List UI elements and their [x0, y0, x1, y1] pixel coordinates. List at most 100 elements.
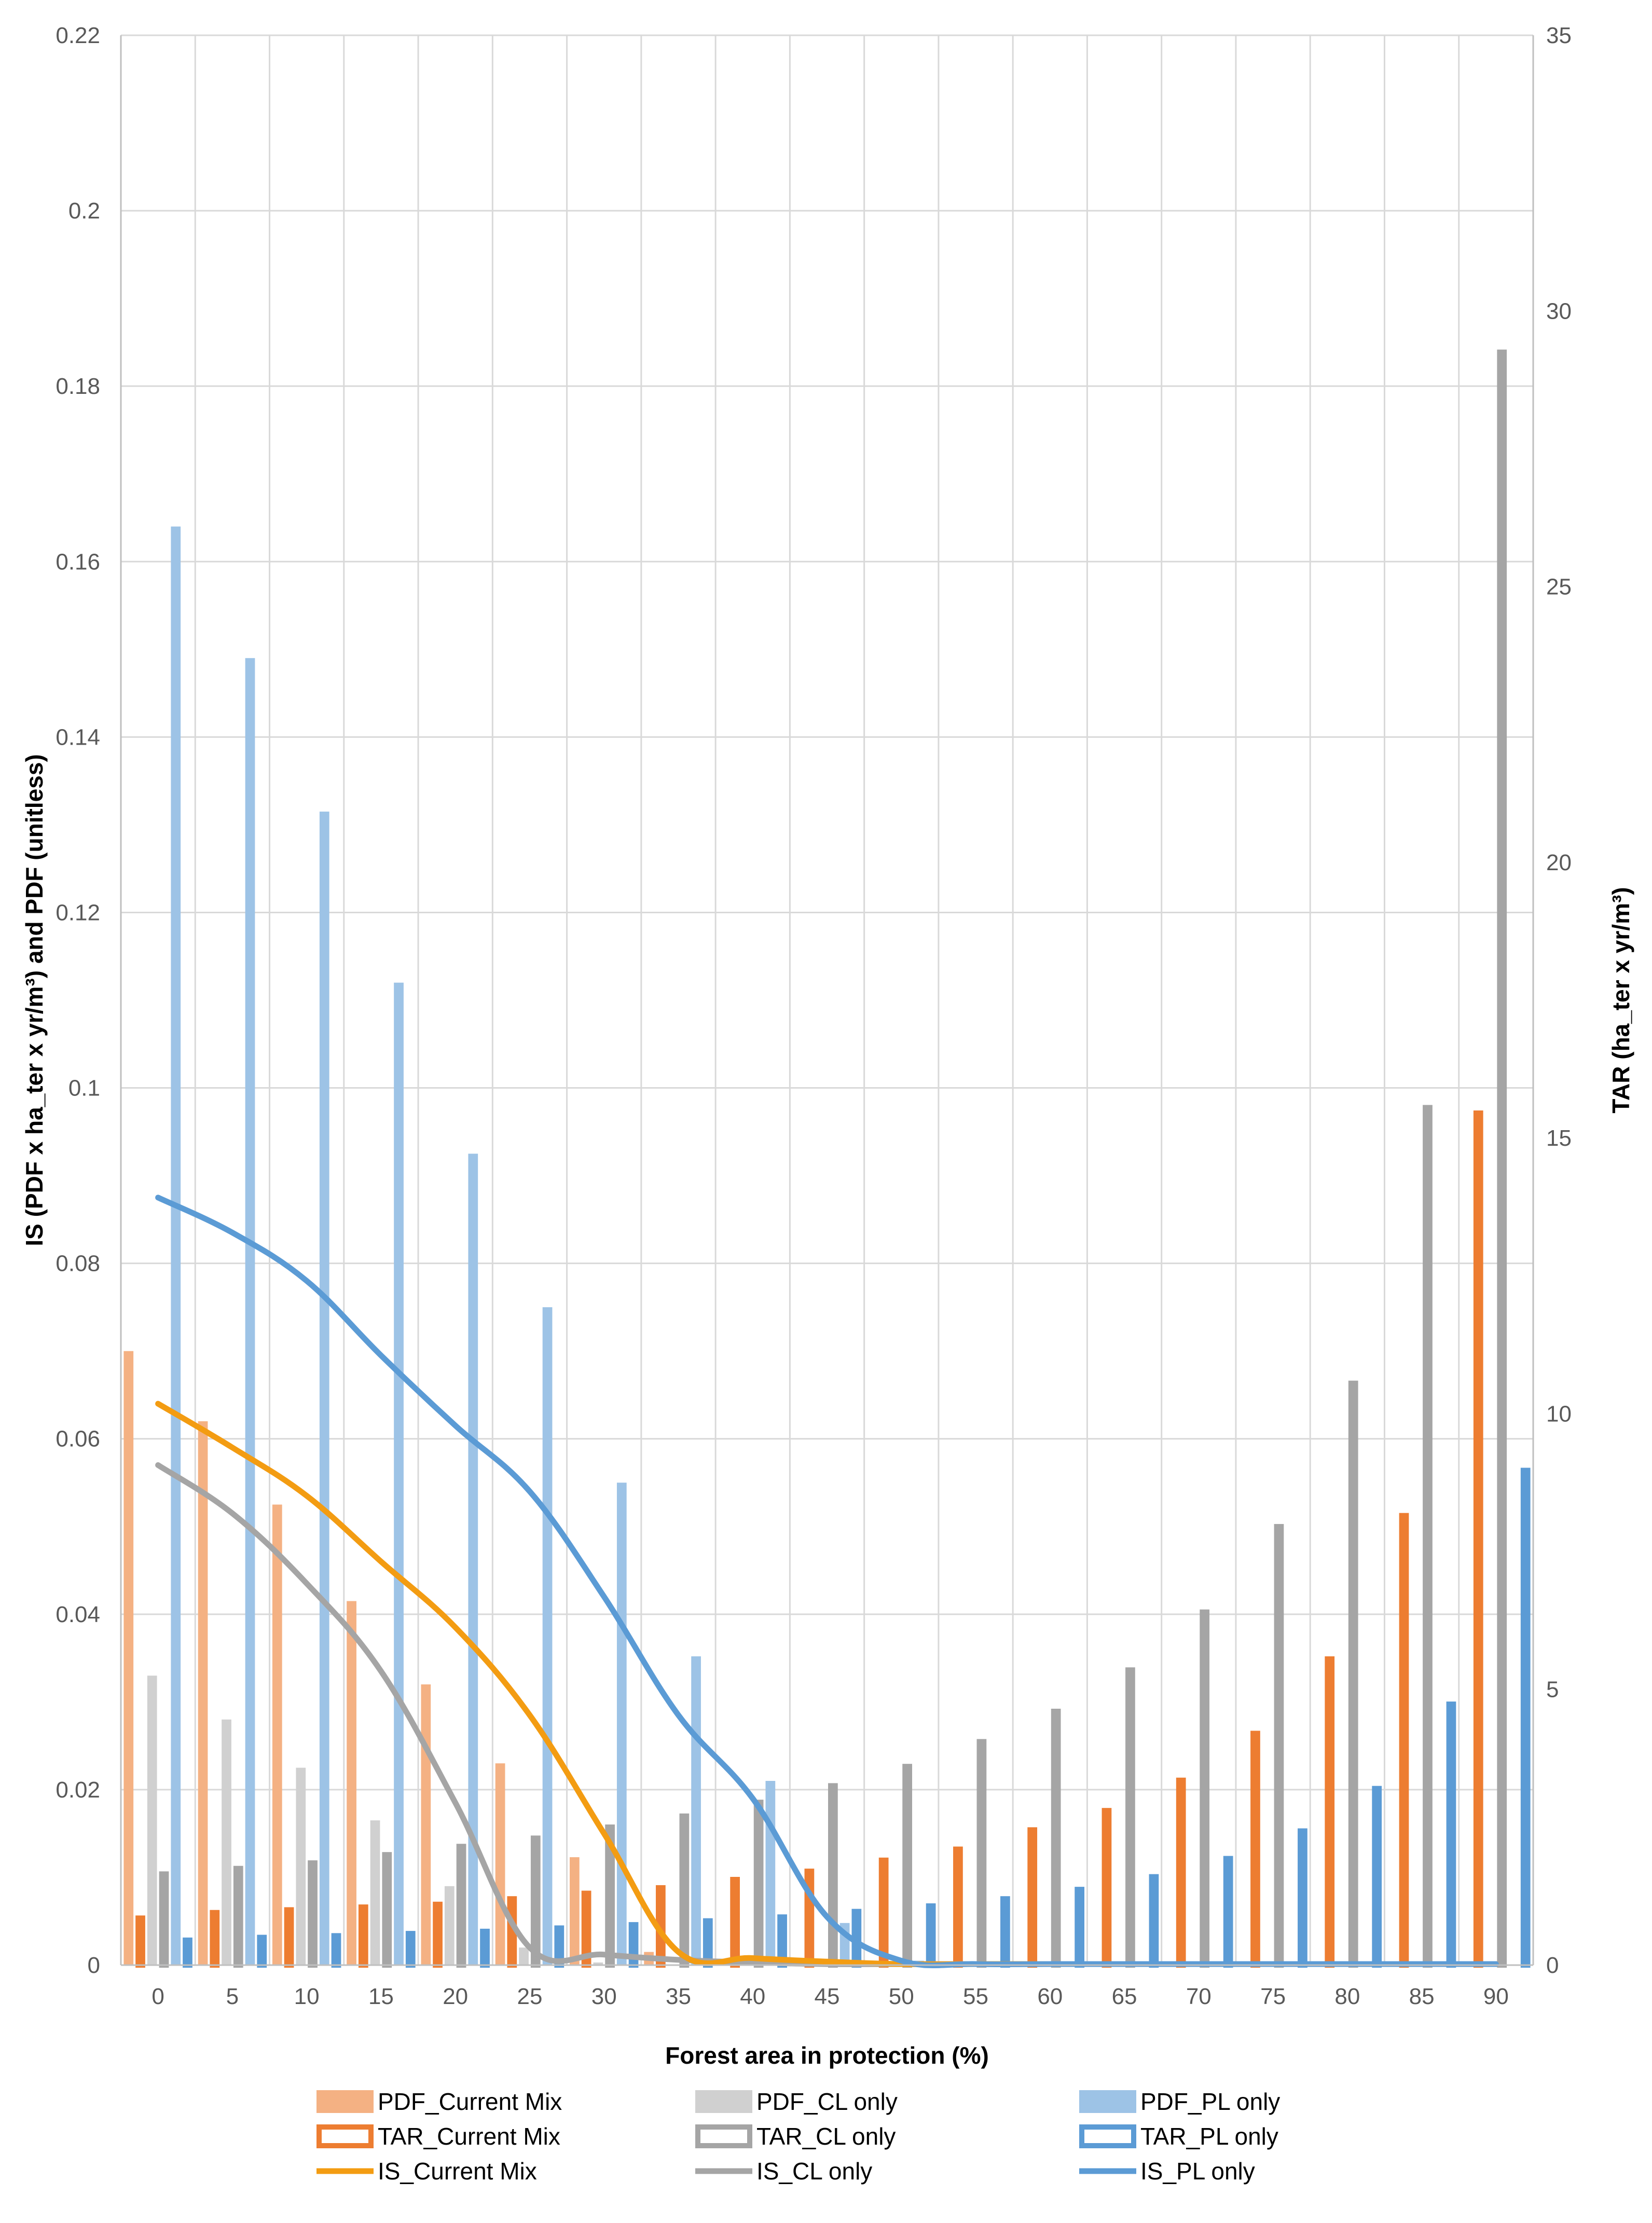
bar-tar-cl-only — [1125, 1667, 1135, 1968]
bar-tar-current-mix — [730, 1876, 740, 1968]
x-tick-label: 40 — [740, 1984, 765, 2009]
bar-tar-current-mix — [358, 1904, 368, 1968]
bar-tar-current-mix — [1176, 1777, 1186, 1968]
bar-tar-current-mix — [1250, 1731, 1260, 1968]
bar-tar-current-mix — [1473, 1110, 1483, 1968]
legend-tar-current-mix-swatch — [316, 2124, 374, 2148]
bar-pdf-pl-only — [765, 1781, 776, 1965]
y-tick-label: 0.2 — [68, 198, 100, 224]
y-tick-label: 0.12 — [56, 900, 100, 925]
bar-pdf-cl-only — [296, 1767, 306, 1965]
y-tick-label: 0.22 — [56, 23, 100, 48]
bar-tar-cl-only — [233, 1865, 243, 1968]
x-tick-label: 25 — [517, 1984, 542, 2009]
x-tick-label: 20 — [443, 1984, 468, 2009]
legend-tar-cl-only-label: TAR_CL only — [756, 2123, 896, 2150]
x-tick-label: 70 — [1186, 1984, 1212, 2009]
bar-pdf-cl-only — [519, 1947, 529, 1965]
bar-tar-pl-only — [183, 1937, 192, 1968]
bar-tar-current-mix — [804, 1869, 815, 1968]
bar-pdf-cl-only — [370, 1820, 380, 1965]
bar-pdf-current-mix — [123, 1351, 134, 1965]
bar-tar-cl-only — [753, 1800, 764, 1968]
y2-tick-label: 30 — [1546, 298, 1572, 324]
legend-pdf-pl-only-label: PDF_PL only — [1140, 2088, 1280, 2115]
bar-tar-pl-only — [1520, 1467, 1531, 1968]
bar-pdf-cl-only — [444, 1886, 455, 1965]
bar-pdf-current-mix — [198, 1421, 208, 1965]
bar-tar-cl-only — [902, 1764, 913, 1968]
y2-tick-label: 5 — [1546, 1677, 1559, 1703]
bar-tar-current-mix — [1102, 1808, 1112, 1968]
bar-tar-current-mix — [135, 1915, 145, 1968]
bar-tar-pl-only — [257, 1934, 267, 1968]
y2-tick-label: 10 — [1546, 1401, 1572, 1426]
bar-pdf-cl-only — [593, 1962, 603, 1965]
bar-tar-cl-only — [456, 1844, 466, 1968]
bar-tar-cl-only — [308, 1860, 318, 1968]
y-tick-label: 0.04 — [56, 1602, 100, 1627]
bar-pdf-pl-only — [616, 1483, 627, 1965]
y2-tick-label: 25 — [1546, 574, 1572, 600]
x-tick-label: 45 — [815, 1984, 840, 2009]
bar-tar-current-mix — [1325, 1656, 1335, 1968]
bar-tar-pl-only — [405, 1931, 416, 1968]
x-tick-label: 35 — [666, 1984, 691, 2009]
bar-tar-current-mix — [507, 1896, 517, 1968]
bar-pdf-current-mix — [495, 1763, 505, 1965]
bar-tar-cl-only — [976, 1739, 987, 1968]
x-tick-label: 50 — [889, 1984, 914, 2009]
legend-tar-pl-only-swatch — [1079, 2124, 1136, 2148]
legend-is-current-mix-label: IS_Current Mix — [378, 2158, 537, 2185]
legend-pdf-cl-only-swatch — [695, 2090, 752, 2113]
y-tick-label: 0.1 — [68, 1076, 100, 1101]
line-is-pl-only — [155, 1195, 1499, 1969]
bar-pdf-pl-only — [245, 658, 255, 1966]
y2-tick-label: 20 — [1546, 850, 1572, 875]
y-tick-label: 0.16 — [56, 549, 100, 574]
legend-pdf-current-mix-swatch — [316, 2090, 374, 2113]
bar-pdf-current-mix — [569, 1857, 580, 1965]
bar-tar-pl-only — [1000, 1896, 1010, 1968]
bar-pdf-cl-only — [222, 1719, 231, 1965]
bar-tar-pl-only — [1149, 1874, 1159, 1968]
bar-tar-current-mix — [284, 1907, 294, 1968]
y2-tick-label: 0 — [1546, 1953, 1559, 1978]
legend-tar-current-mix-label: TAR_Current Mix — [378, 2123, 560, 2150]
y-axis-title: IS (PDF x ha_ter x yr/m³) and PDF (unitl… — [21, 754, 48, 1246]
bar-pdf-pl-only — [542, 1307, 553, 1965]
bar-tar-cl-only — [530, 1835, 541, 1968]
bar-tar-cl-only — [1497, 349, 1507, 1968]
legend-pdf-cl-only-label: PDF_CL only — [756, 2088, 898, 2115]
legend-pdf-pl-only-swatch — [1079, 2090, 1136, 2113]
bar-tar-pl-only — [926, 1903, 936, 1968]
legend-tar-pl-only-label: TAR_PL only — [1140, 2123, 1278, 2150]
legend-is-cl-only-label: IS_CL only — [756, 2158, 872, 2185]
x-tick-label: 10 — [294, 1984, 320, 2009]
bar-pdf-pl-only — [394, 982, 404, 1965]
y2-tick-label: 15 — [1546, 1126, 1572, 1151]
bar-tar-pl-only — [331, 1933, 341, 1968]
bar-tar-current-mix — [433, 1901, 443, 1968]
bar-tar-cl-only — [159, 1871, 169, 1968]
bar-tar-pl-only — [480, 1928, 490, 1968]
y-tick-label: 0.06 — [56, 1426, 100, 1452]
x-tick-label: 65 — [1112, 1984, 1137, 2009]
bar-tar-cl-only — [828, 1783, 838, 1968]
legend-tar-cl-only-swatch — [695, 2124, 752, 2148]
x-tick-label: 15 — [368, 1984, 394, 2009]
x-tick-label: 5 — [226, 1984, 239, 2009]
bar-pdf-current-mix — [421, 1684, 431, 1965]
bar-tar-pl-only — [1446, 1701, 1456, 1968]
x-tick-label: 30 — [591, 1984, 617, 2009]
bar-tar-current-mix — [210, 1910, 220, 1968]
bar-pdf-pl-only — [691, 1656, 701, 1965]
y-tick-label: 0.14 — [56, 724, 100, 750]
bar-pdf-cl-only — [147, 1676, 157, 1965]
y2-tick-label: 35 — [1546, 23, 1572, 48]
bar-tar-current-mix — [878, 1857, 889, 1968]
legend-pdf-current-mix-label: PDF_Current Mix — [378, 2088, 562, 2115]
bar-tar-pl-only — [1075, 1887, 1085, 1968]
bar-pdf-pl-only — [319, 812, 329, 1965]
